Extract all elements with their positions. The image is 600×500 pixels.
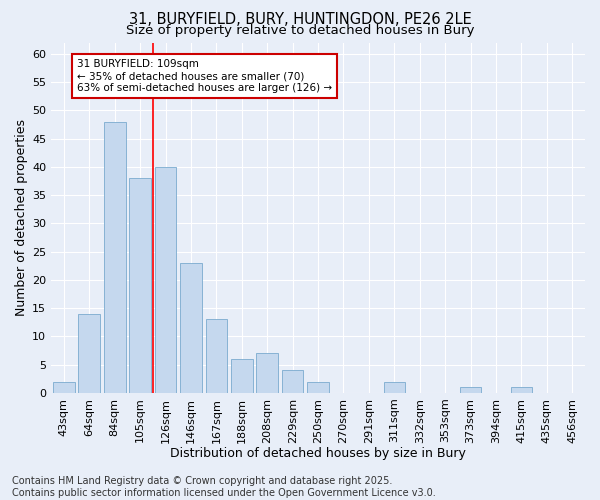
Bar	[104, 122, 125, 393]
Text: Contains HM Land Registry data © Crown copyright and database right 2025.
Contai: Contains HM Land Registry data © Crown c…	[12, 476, 436, 498]
Text: Size of property relative to detached houses in Bury: Size of property relative to detached ho…	[126, 24, 474, 37]
Bar	[511, 387, 532, 393]
Bar	[53, 382, 74, 393]
Bar	[383, 382, 405, 393]
Bar	[155, 167, 176, 393]
Bar	[206, 320, 227, 393]
Bar	[307, 382, 329, 393]
X-axis label: Distribution of detached houses by size in Bury: Distribution of detached houses by size …	[170, 447, 466, 460]
Bar	[79, 314, 100, 393]
Bar	[256, 354, 278, 393]
Text: 31 BURYFIELD: 109sqm
← 35% of detached houses are smaller (70)
63% of semi-detac: 31 BURYFIELD: 109sqm ← 35% of detached h…	[77, 60, 332, 92]
Y-axis label: Number of detached properties: Number of detached properties	[15, 119, 28, 316]
Bar	[460, 387, 481, 393]
Bar	[180, 263, 202, 393]
Bar	[282, 370, 304, 393]
Text: 31, BURYFIELD, BURY, HUNTINGDON, PE26 2LE: 31, BURYFIELD, BURY, HUNTINGDON, PE26 2L…	[128, 12, 472, 28]
Bar	[231, 359, 253, 393]
Bar	[130, 178, 151, 393]
